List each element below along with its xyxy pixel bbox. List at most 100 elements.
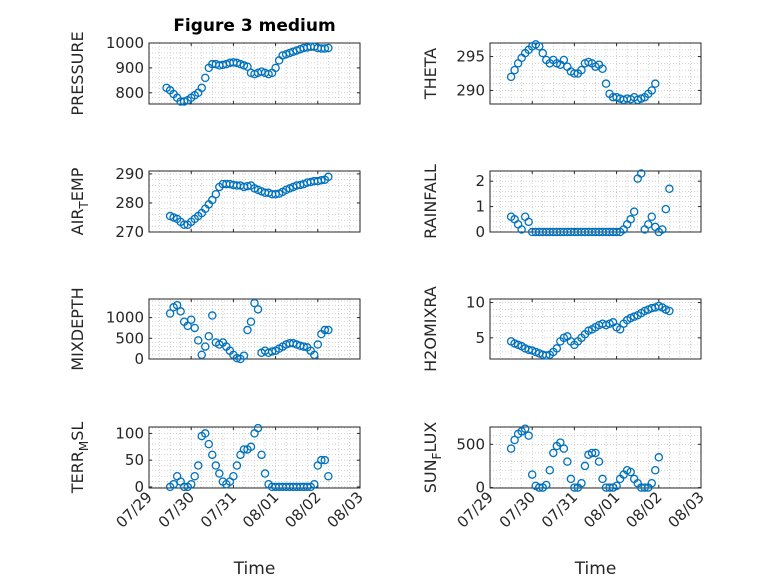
data-point: [317, 176, 326, 185]
data-point: [257, 450, 266, 460]
data-point: [239, 351, 249, 360]
axes-box: [148, 42, 361, 105]
data-point: [661, 204, 671, 214]
data-point: [186, 480, 196, 489]
data-point: [208, 450, 217, 460]
data-point: [172, 300, 182, 310]
axes-box: [489, 426, 702, 489]
x-tick-label: 08/03: [324, 488, 367, 531]
data-point: [591, 448, 600, 458]
y-tick-label: 280: [115, 194, 144, 212]
data-point: [193, 461, 203, 470]
data-point: [520, 424, 530, 433]
subplot-mixdepth: 0 500 1000 MIXDEPTH: [68, 287, 361, 371]
y-tick-label: 10: [466, 294, 485, 312]
data-point: [197, 350, 206, 360]
axes-box: [489, 42, 702, 105]
data-point: [320, 44, 330, 53]
y-axis-label: MIXDEPTH: [68, 287, 87, 370]
data-point: [587, 448, 597, 458]
y-tick-label: 0: [475, 479, 485, 497]
data-point: [577, 478, 586, 488]
data-point: [204, 439, 214, 449]
data-point: [626, 467, 635, 477]
data-point: [549, 448, 558, 458]
x-axis-label: Time: [233, 559, 276, 579]
y-axis-label: SUNFLUX: [421, 422, 444, 494]
data-point: [320, 455, 330, 465]
data-point: [190, 471, 199, 481]
data-point: [271, 63, 280, 73]
x-tick-label: 07/30: [496, 488, 539, 531]
y-tick-label: 270: [115, 223, 144, 241]
data-point: [267, 347, 277, 356]
data-point: [658, 225, 667, 234]
y-axis-label: RAINFALL: [421, 164, 440, 239]
data-point: [510, 65, 519, 75]
data-point: [165, 309, 175, 318]
y-tick-label: 0: [475, 223, 485, 241]
data-point: [527, 470, 537, 479]
data-point: [524, 217, 533, 227]
data-point: [566, 474, 576, 484]
data-point: [545, 466, 555, 475]
subplot-air: 270 280 290 AIRTEMP: [68, 165, 361, 241]
data-point: [215, 469, 224, 478]
x-tick-label: 08/02: [622, 488, 665, 531]
y-tick-label: 290: [115, 165, 144, 183]
data-point: [201, 342, 210, 351]
data-point: [542, 480, 551, 490]
y-axis-label: TERRMSL: [68, 422, 91, 495]
data-point: [534, 483, 544, 492]
y-tick-label: 1000: [106, 309, 144, 327]
data-point: [570, 483, 579, 492]
data-point: [324, 172, 333, 182]
y-tick-label: 1000: [106, 34, 144, 52]
data-point: [243, 325, 252, 335]
x-tick-label: 07/30: [155, 488, 198, 531]
data-point: [324, 325, 333, 335]
data-point: [239, 445, 249, 454]
y-tick-label: 800: [115, 84, 144, 102]
data-point: [197, 83, 206, 93]
data-point: [651, 466, 660, 475]
data-point: [626, 215, 635, 224]
data-point: [594, 457, 604, 466]
y-tick-label: 100: [115, 424, 144, 442]
axes-box: [489, 298, 702, 360]
data-point: [229, 471, 238, 481]
x-tick-label: 07/31: [197, 488, 240, 531]
y-axis-label: AIRTEMP: [68, 167, 91, 235]
y-tick-label: 1: [475, 198, 485, 216]
data-point: [299, 342, 308, 351]
data-point: [176, 307, 185, 316]
y-tick-label: 0: [134, 478, 144, 496]
data-point: [253, 305, 263, 314]
data-point: [324, 43, 333, 53]
data-point: [510, 435, 519, 445]
data-point: [208, 311, 217, 320]
subplot-theta: 290 295 THETA: [421, 40, 702, 105]
y-tick-label: 500: [115, 329, 144, 347]
y-tick-label: 5: [475, 329, 485, 347]
data-point: [647, 478, 657, 488]
data-point: [580, 461, 590, 471]
data-point: [320, 325, 330, 335]
data-point: [654, 453, 664, 462]
data-point: [640, 483, 649, 492]
data-point: [559, 55, 569, 65]
data-point: [302, 482, 312, 492]
y-axis-label: PRESSURE: [68, 31, 87, 115]
data-point: [201, 73, 210, 83]
data-point: [570, 69, 579, 78]
data-point: [246, 442, 256, 452]
data-point: [324, 471, 333, 481]
y-tick-label: 290: [456, 81, 485, 99]
data-point: [246, 317, 256, 327]
data-point: [517, 225, 526, 234]
data-point: [542, 351, 551, 360]
data-point: [211, 189, 221, 199]
data-point: [190, 323, 199, 333]
data-point: [201, 429, 210, 438]
data-point: [552, 344, 562, 353]
